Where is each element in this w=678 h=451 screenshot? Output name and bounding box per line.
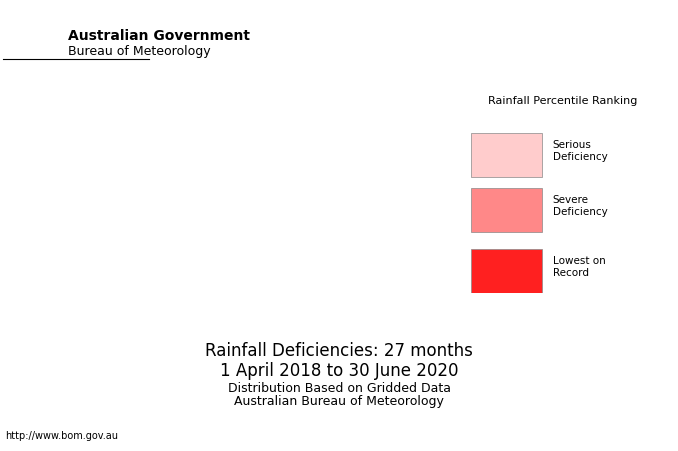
Text: Rainfall Percentile Ranking: Rainfall Percentile Ranking	[488, 97, 637, 106]
FancyBboxPatch shape	[471, 188, 542, 232]
Text: Bureau of Meteorology: Bureau of Meteorology	[68, 45, 211, 57]
Text: Lowest on
Record: Lowest on Record	[553, 256, 605, 277]
Text: Severe
Deficiency: Severe Deficiency	[553, 195, 607, 216]
Text: Australian Government: Australian Government	[68, 29, 250, 43]
Text: 1 April 2018 to 30 June 2020: 1 April 2018 to 30 June 2020	[220, 362, 458, 380]
Text: Serious
Deficiency: Serious Deficiency	[553, 140, 607, 162]
FancyBboxPatch shape	[471, 133, 542, 177]
Text: Australian Bureau of Meteorology: Australian Bureau of Meteorology	[234, 395, 444, 408]
FancyBboxPatch shape	[471, 249, 542, 293]
Text: Rainfall Deficiencies: 27 months: Rainfall Deficiencies: 27 months	[205, 342, 473, 360]
Text: http://www.bom.gov.au: http://www.bom.gov.au	[5, 431, 118, 441]
Text: Distribution Based on Gridded Data: Distribution Based on Gridded Data	[228, 382, 450, 395]
